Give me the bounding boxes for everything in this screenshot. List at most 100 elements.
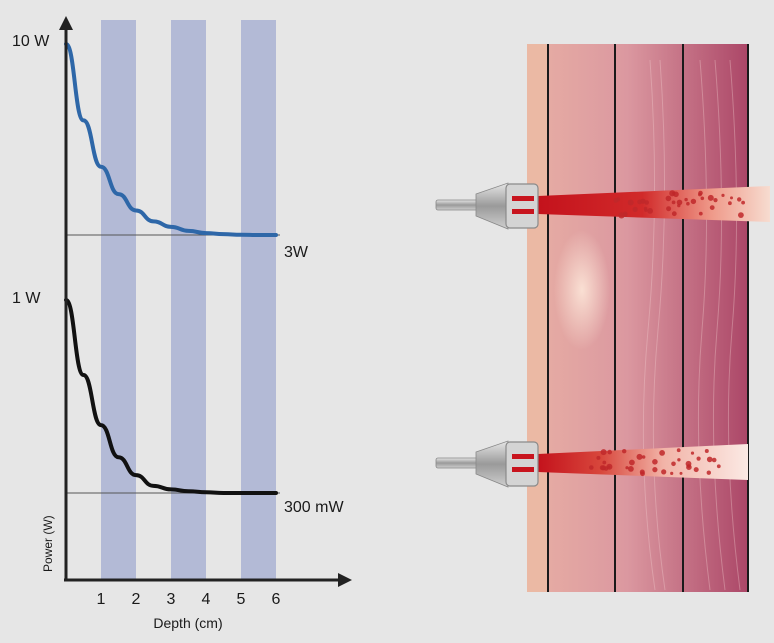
scatter-dot bbox=[676, 448, 681, 453]
scatter-dot bbox=[640, 198, 646, 204]
scatter-dot bbox=[666, 206, 672, 212]
scatter-dot bbox=[696, 456, 701, 461]
scatter-dot bbox=[625, 466, 629, 470]
tissue-highlight bbox=[554, 230, 610, 350]
scatter-dot bbox=[623, 213, 628, 218]
depth-band-1 bbox=[101, 20, 136, 580]
scatter-dot bbox=[677, 458, 681, 462]
end-label-300mw: 300 mW bbox=[284, 499, 344, 516]
x-tick-1: 1 bbox=[97, 591, 106, 608]
lower-probe-led-2 bbox=[512, 467, 534, 472]
tissue-texture bbox=[642, 59, 741, 591]
curves bbox=[64, 42, 278, 496]
scatter-dot bbox=[652, 467, 658, 473]
scatter-dot bbox=[652, 459, 658, 465]
scatter-dot bbox=[607, 465, 611, 469]
scatter-dot bbox=[599, 465, 605, 471]
lower-probe-group bbox=[435, 440, 748, 488]
scatter-dot bbox=[607, 449, 612, 455]
upper-probe-led-1 bbox=[512, 196, 534, 201]
y-label-10w: 10 W bbox=[12, 33, 50, 50]
scatter-dot bbox=[629, 459, 635, 466]
scatter-dot bbox=[671, 211, 677, 217]
scatter-dot bbox=[741, 200, 745, 205]
x-axis-title: Depth (cm) bbox=[153, 615, 222, 631]
scatter-dot bbox=[690, 451, 695, 455]
depth-band-3 bbox=[241, 20, 276, 580]
scatter-dot bbox=[622, 449, 627, 454]
scatter-dot bbox=[698, 211, 703, 216]
scatter-dot bbox=[647, 208, 653, 214]
upper-probe-cone bbox=[475, 182, 509, 230]
scatter-dot bbox=[671, 200, 676, 205]
scatter-dot bbox=[636, 453, 643, 460]
upper-beam bbox=[538, 186, 770, 222]
upper-beam-scatter bbox=[613, 190, 745, 219]
y-axis-title: Power (W) bbox=[41, 515, 55, 572]
scatter-dot bbox=[670, 471, 674, 475]
skin-layer bbox=[527, 44, 547, 592]
scatter-dot bbox=[686, 201, 690, 206]
series-curve-2 bbox=[64, 298, 278, 496]
scatter-dot bbox=[641, 455, 646, 459]
scatter-dot bbox=[711, 457, 717, 463]
y-axis-arrow bbox=[59, 16, 73, 30]
scatter-dot bbox=[632, 206, 638, 212]
scatter-dot bbox=[602, 460, 607, 465]
depth-band-2 bbox=[171, 20, 206, 580]
upper-probe-led-2 bbox=[512, 209, 534, 214]
scatter-dot bbox=[690, 198, 697, 205]
scatter-dot bbox=[671, 461, 676, 467]
y-label-1w: 1 W bbox=[12, 290, 41, 307]
lower-beam-scatter bbox=[589, 448, 721, 477]
x-tick-3: 3 bbox=[167, 591, 176, 608]
scatter-dot bbox=[686, 464, 692, 471]
lower-probe-stem bbox=[435, 457, 479, 469]
depth-bands bbox=[101, 20, 276, 580]
scatter-dot bbox=[704, 449, 709, 453]
lower-probe-led-1 bbox=[512, 454, 534, 459]
scatter-dot bbox=[628, 466, 634, 472]
scatter-dot bbox=[596, 455, 601, 460]
scatter-dot bbox=[706, 456, 713, 463]
x-tick-2: 2 bbox=[132, 591, 141, 608]
x-tick-5: 5 bbox=[237, 591, 246, 608]
x-axis-arrow bbox=[338, 573, 352, 587]
scatter-dot bbox=[730, 196, 733, 200]
upper-probe-group bbox=[435, 182, 770, 230]
tissue-penetration-diagram bbox=[435, 44, 770, 592]
scatter-dot bbox=[627, 199, 634, 206]
scatter-dot bbox=[659, 450, 665, 456]
scatter-dot bbox=[693, 467, 699, 473]
scatter-dot bbox=[589, 465, 594, 470]
scatter-dot bbox=[737, 197, 742, 202]
scatter-dot bbox=[684, 197, 688, 202]
scatter-dot bbox=[600, 449, 607, 456]
scatter-dot bbox=[716, 464, 721, 469]
scatter-dot bbox=[676, 199, 683, 206]
scatter-dot bbox=[698, 192, 702, 197]
upper-probe-stem bbox=[435, 199, 479, 211]
lower-probe-head bbox=[505, 441, 539, 487]
x-tick-labels: 1 2 3 4 5 6 bbox=[97, 591, 281, 608]
x-tick-4: 4 bbox=[202, 591, 211, 608]
scatter-dot bbox=[613, 198, 619, 203]
scatter-dot bbox=[673, 191, 679, 198]
end-label-3w: 3W bbox=[284, 244, 309, 261]
scatter-dot bbox=[707, 194, 714, 201]
lower-probe-cone bbox=[475, 440, 509, 488]
scatter-dot bbox=[738, 212, 744, 219]
scatter-dot bbox=[709, 205, 715, 211]
scatter-dot bbox=[640, 471, 645, 477]
scatter-dot bbox=[706, 470, 711, 475]
scatter-dot bbox=[644, 208, 648, 212]
scatter-dot bbox=[679, 471, 683, 475]
scatter-dot bbox=[665, 195, 672, 202]
upper-probe-head bbox=[505, 183, 539, 229]
scatter-dot bbox=[728, 201, 732, 206]
x-tick-6: 6 bbox=[272, 591, 281, 608]
scatter-dot bbox=[713, 198, 718, 203]
scatter-dot bbox=[618, 212, 625, 219]
